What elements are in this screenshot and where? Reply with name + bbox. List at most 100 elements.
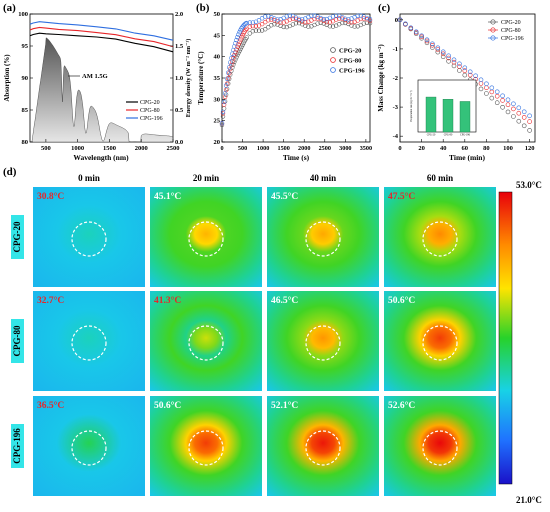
data-point [462, 68, 468, 73]
data-point [266, 14, 271, 19]
y-tick-label: 90 [22, 75, 29, 82]
data-point [355, 13, 360, 18]
data-point [346, 17, 351, 22]
data-point [237, 30, 242, 35]
data-point [451, 57, 457, 63]
thermal-cell: 45.1°C [150, 187, 262, 287]
data-point [263, 27, 268, 32]
data-point [226, 70, 231, 75]
data-point [250, 20, 255, 25]
x-tick-label: 2500 [319, 145, 331, 152]
x-tick-label: 0 [398, 145, 401, 152]
data-point [413, 29, 419, 35]
data-point [226, 76, 231, 81]
sample-outline [188, 430, 224, 466]
data-point [300, 19, 305, 24]
data-point [330, 14, 336, 19]
data-point [462, 65, 468, 71]
thermal-cell: 45.5°C [267, 187, 379, 287]
y2-tick-label: 1.0 [175, 75, 183, 82]
data-point [511, 101, 516, 107]
data-point [484, 91, 489, 96]
data-point [253, 23, 259, 29]
x-axis-label: Wavelength (nm) [73, 153, 129, 162]
sample-outline [71, 221, 107, 257]
temperature-label: 32.7°C [37, 295, 64, 306]
legend-marker [330, 57, 336, 63]
sample-outline [188, 221, 224, 257]
data-point [227, 76, 232, 81]
data-point [361, 16, 366, 21]
data-point [511, 106, 516, 112]
legend-marker [330, 67, 336, 73]
data-point [330, 24, 336, 29]
x-tick-label: 1500 [277, 145, 289, 152]
sample-outline [305, 325, 341, 361]
data-point [220, 114, 226, 119]
y-tick-label: -2 [393, 75, 398, 82]
temperature-label: 46.5°C [271, 295, 298, 306]
x-tick-label: 0 [220, 145, 223, 152]
data-point [243, 27, 248, 33]
x-tick-label: 80 [483, 145, 490, 152]
data-point [500, 93, 505, 99]
data-point [435, 45, 441, 51]
data-point [457, 61, 462, 67]
data-point [473, 73, 478, 79]
x-axis-label: Time (min) [449, 153, 485, 162]
data-point [440, 54, 446, 60]
inset-category-label: CPG-20 [427, 134, 436, 137]
data-point [284, 24, 289, 30]
data-point [367, 17, 373, 22]
sample-outline [71, 430, 107, 466]
time-header: 20 min [193, 173, 219, 183]
data-point [275, 19, 280, 24]
data-point [451, 59, 457, 65]
time-header: 60 min [427, 173, 453, 183]
data-point [247, 31, 252, 36]
x-tick-label: 1500 [103, 145, 116, 152]
data-point [238, 46, 243, 52]
data-point [247, 24, 252, 29]
thermal-cell: 30.8°C [33, 187, 145, 287]
y-axis-label: Temperature (°C) [197, 51, 205, 105]
thermal-cell: 46.5°C [267, 291, 379, 391]
y-axis-label: Absorption (%) [3, 54, 11, 102]
inset-bar [425, 96, 437, 133]
data-point [478, 77, 484, 83]
thermal-image-grid: 0 min 20 min 40 min 60 min CPG-20 30.8°C 45.1°… [11, 173, 496, 496]
temperature-label: 52.6°C [388, 400, 415, 411]
row-label: CPG-196 [11, 424, 24, 468]
data-point [256, 18, 262, 23]
data-point [259, 28, 265, 33]
data-point [300, 17, 305, 22]
thermal-image [150, 396, 262, 496]
data-point [219, 121, 225, 126]
y-tick-label: 35 [214, 75, 221, 82]
y-tick-label: -1 [393, 46, 398, 53]
panel-label-d: (d) [3, 166, 17, 178]
data-point [296, 16, 302, 22]
panel-label-a: (a) [3, 2, 16, 14]
data-point [500, 105, 505, 110]
data-point [231, 62, 236, 67]
data-point [484, 81, 489, 87]
data-point [435, 47, 441, 52]
data-point [236, 32, 241, 37]
data-point [457, 64, 462, 69]
data-point [349, 23, 354, 28]
thermal-cell: 50.6°C [384, 291, 496, 391]
data-point [269, 17, 274, 22]
thermal-image [267, 187, 379, 287]
legend-label: CPG-80 [339, 58, 361, 65]
data-point [361, 21, 366, 26]
data-point [505, 97, 511, 103]
data-point [424, 37, 430, 43]
y-axis-label: Mass Change (kg m⁻²) [377, 44, 385, 112]
data-point [489, 85, 495, 91]
x-tick-label: 60 [462, 145, 469, 152]
y2-tick-label: 1.5 [175, 43, 184, 50]
y-tick-label: 85 [22, 107, 29, 114]
